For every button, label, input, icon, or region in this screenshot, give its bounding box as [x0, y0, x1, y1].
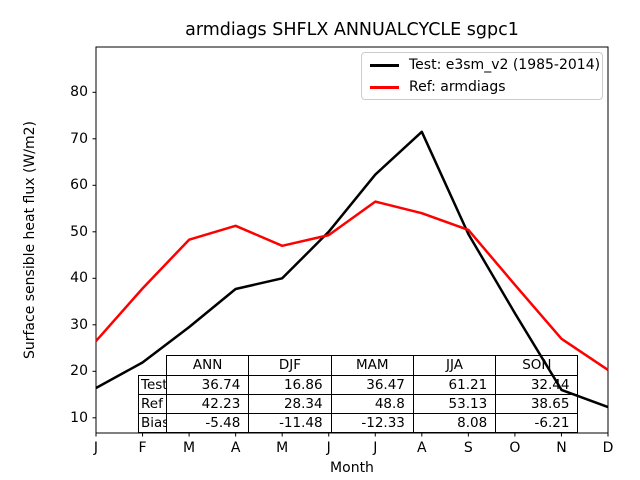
table-row-label: Test — [138, 374, 168, 395]
table-cell: 8.08 — [412, 413, 497, 434]
x-tick-label: N — [556, 440, 567, 456]
legend: Test: e3sm_v2 (1985-2014) Ref: armdiags — [361, 52, 603, 100]
y-tick-label: 30 — [70, 316, 88, 333]
y-tick-label: 20 — [70, 363, 88, 380]
x-tick-label: J — [373, 440, 378, 456]
table-header-cell: DJF — [248, 355, 332, 376]
x-axis-label: Month — [330, 460, 374, 476]
table-row-label: Bias — [138, 413, 168, 434]
table-cell: 36.74 — [166, 374, 250, 395]
legend-item-ref: Ref: armdiags — [362, 78, 602, 96]
table-header-cell: SON — [495, 355, 579, 376]
x-tick-label: D — [602, 440, 614, 456]
table-cell: 61.21 — [412, 374, 497, 395]
y-axis-label: Surface sensible heat flux (W/m2) — [22, 120, 38, 360]
test-line-sample — [370, 63, 399, 67]
table-cell: 42.23 — [166, 393, 250, 415]
y-tick-label: 80 — [70, 84, 88, 101]
table-row-label: Ref — [138, 393, 168, 415]
table-header-cell: JJA — [412, 355, 497, 376]
table-header-cell: MAM — [330, 355, 414, 376]
table-header-cell: ANN — [166, 355, 250, 376]
table-cell: 28.34 — [248, 393, 332, 415]
legend-item-label: Ref: armdiags — [409, 79, 506, 95]
ref-line-sample — [370, 85, 399, 89]
table-cell: 53.13 — [412, 393, 497, 415]
y-tick-label: 50 — [70, 223, 88, 240]
legend-item-test: Test: e3sm_v2 (1985-2014) — [362, 56, 602, 74]
table-cell: 16.86 — [248, 374, 332, 395]
legend-item-label: Test: e3sm_v2 (1985-2014) — [409, 57, 601, 73]
y-tick-label: 70 — [70, 130, 88, 147]
x-tick-label: J — [93, 440, 99, 456]
table-cell: -11.48 — [248, 413, 332, 434]
chart-title: armdiags SHFLX ANNUALCYCLE sgpc1 — [185, 20, 519, 40]
y-tick-label: 40 — [70, 270, 88, 287]
x-tick-label: F — [138, 440, 147, 456]
x-tick-label: M — [183, 440, 196, 456]
x-tick-label: O — [509, 440, 521, 456]
x-tick-label: A — [417, 440, 427, 456]
table-cell: -6.21 — [495, 413, 579, 434]
x-tick-label: J — [326, 440, 331, 456]
y-tick-label: 10 — [70, 409, 88, 426]
table-cell: 48.8 — [330, 393, 414, 415]
table-cell: -12.33 — [330, 413, 414, 434]
y-tick-label: 60 — [70, 177, 88, 194]
x-tick-label: S — [463, 440, 473, 456]
x-tick-label: A — [230, 440, 241, 456]
table-cell: 38.65 — [495, 393, 579, 415]
table-cell: 32.44 — [495, 374, 579, 395]
table-cell: 36.47 — [330, 374, 414, 395]
x-tick-label: M — [276, 440, 289, 456]
table-cell: -5.48 — [166, 413, 250, 434]
